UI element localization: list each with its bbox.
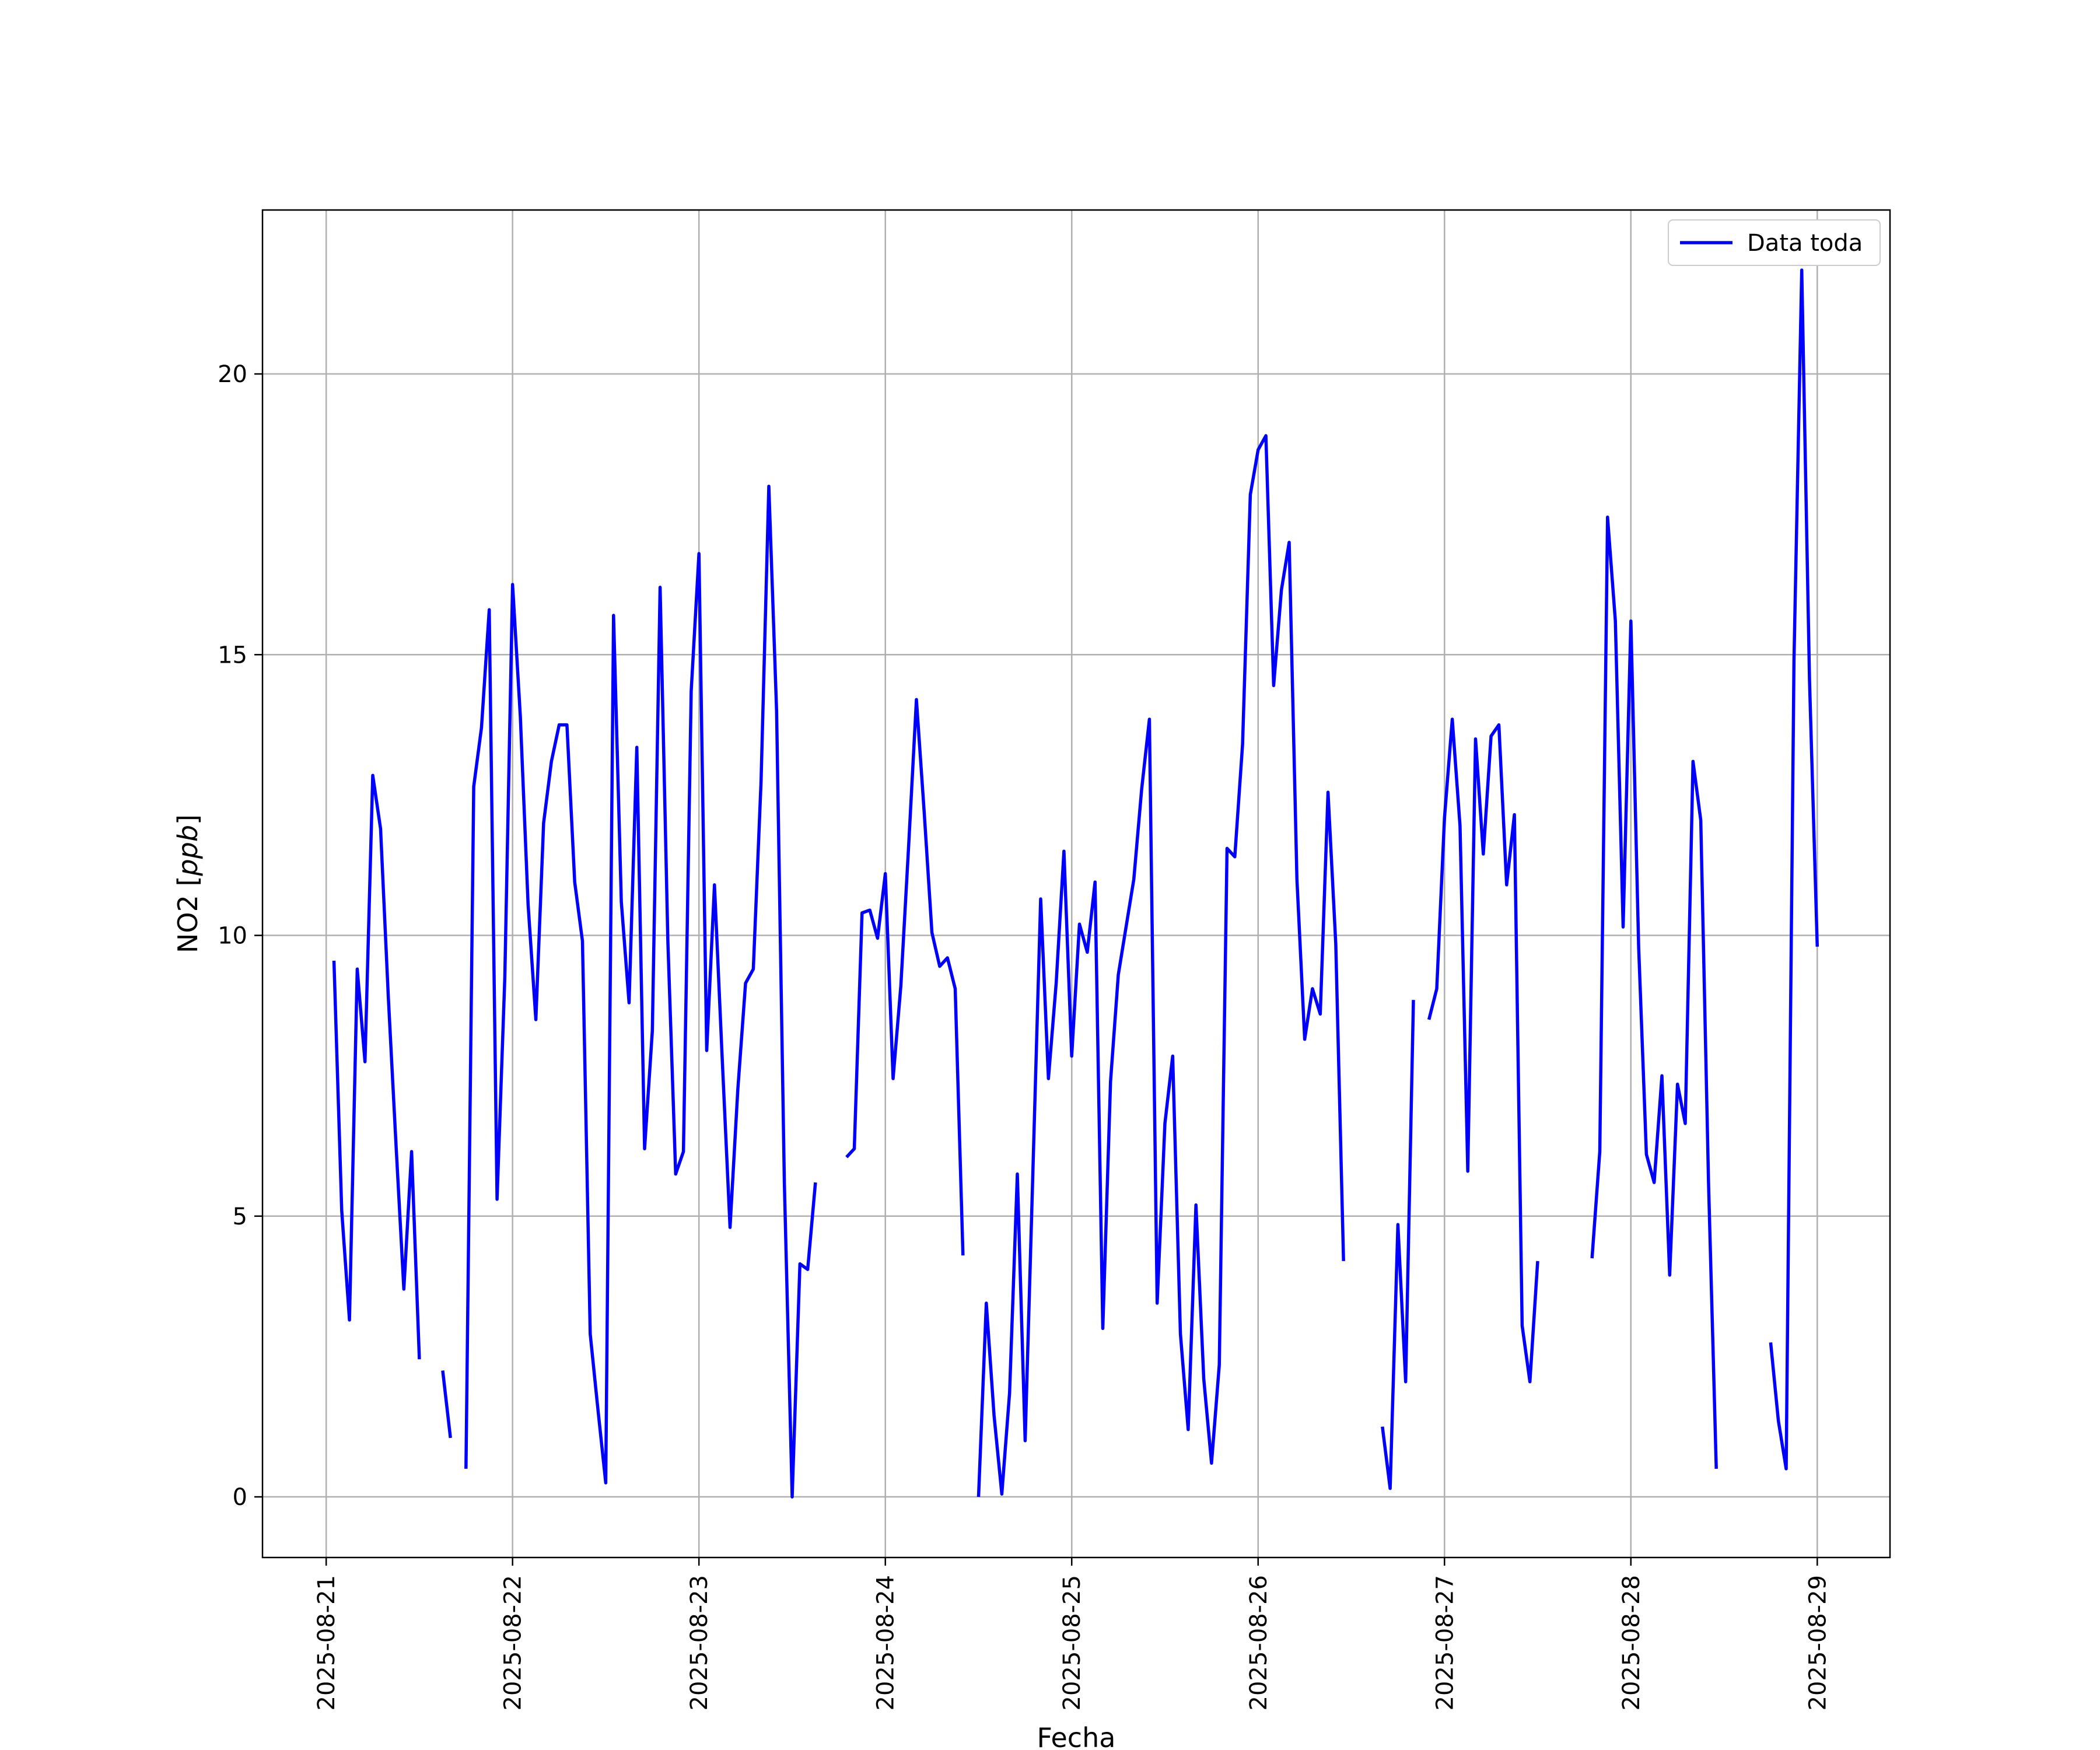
y-axis-label-close: ] <box>172 814 204 825</box>
series-line-segment <box>332 774 421 1360</box>
x-tick-label: 2025-08-24 <box>873 1575 900 1710</box>
series-line-segment <box>1769 268 1819 1471</box>
y-axis-label: NO2 [ppb] <box>172 814 204 953</box>
series-line-segment <box>464 484 817 1499</box>
legend-entry-label: Data toda <box>1747 230 1863 257</box>
x-tick-label: 2025-08-25 <box>1059 1575 1086 1710</box>
plot-area-background <box>262 210 1890 1558</box>
series-line-segment <box>1590 515 1718 1469</box>
series-line-segment <box>1381 1000 1415 1490</box>
y-tick-label: 0 <box>233 1484 247 1511</box>
y-axis-label-main: NO2 [ <box>172 876 204 953</box>
y-tick-label: 15 <box>218 642 247 668</box>
x-tick-label: 2025-08-29 <box>1804 1575 1831 1710</box>
x-tick-label: 2025-08-27 <box>1432 1575 1458 1710</box>
series-line-segment <box>1427 718 1539 1384</box>
series-line-segment <box>845 698 965 1256</box>
x-tick-label: 2025-08-28 <box>1618 1575 1645 1710</box>
y-tick-label: 20 <box>218 361 247 388</box>
series-lines <box>332 268 1819 1499</box>
series-line-segment <box>977 434 1345 1497</box>
axis-ticks: 2025-08-21 2025-08-22 2025-08-23 2025-08-24… <box>218 361 1831 1710</box>
x-tick-label: 2025-08-26 <box>1245 1575 1272 1710</box>
legend: Data toda <box>1668 219 1881 266</box>
y-tick-label: 10 <box>218 923 247 950</box>
x-axis-label: Fecha <box>1037 1722 1116 1750</box>
legend-box <box>1668 219 1881 266</box>
x-tick-label: 2025-08-23 <box>686 1575 713 1710</box>
plot-frame <box>261 209 1891 1559</box>
x-tick-label: 2025-08-22 <box>500 1575 527 1710</box>
y-axis-label-unit: ppb <box>172 825 204 877</box>
series-line-segment <box>441 1370 452 1438</box>
x-tick-label: 2025-08-21 <box>313 1575 340 1710</box>
grid <box>262 210 1890 1558</box>
y-tick-label: 5 <box>233 1203 247 1230</box>
